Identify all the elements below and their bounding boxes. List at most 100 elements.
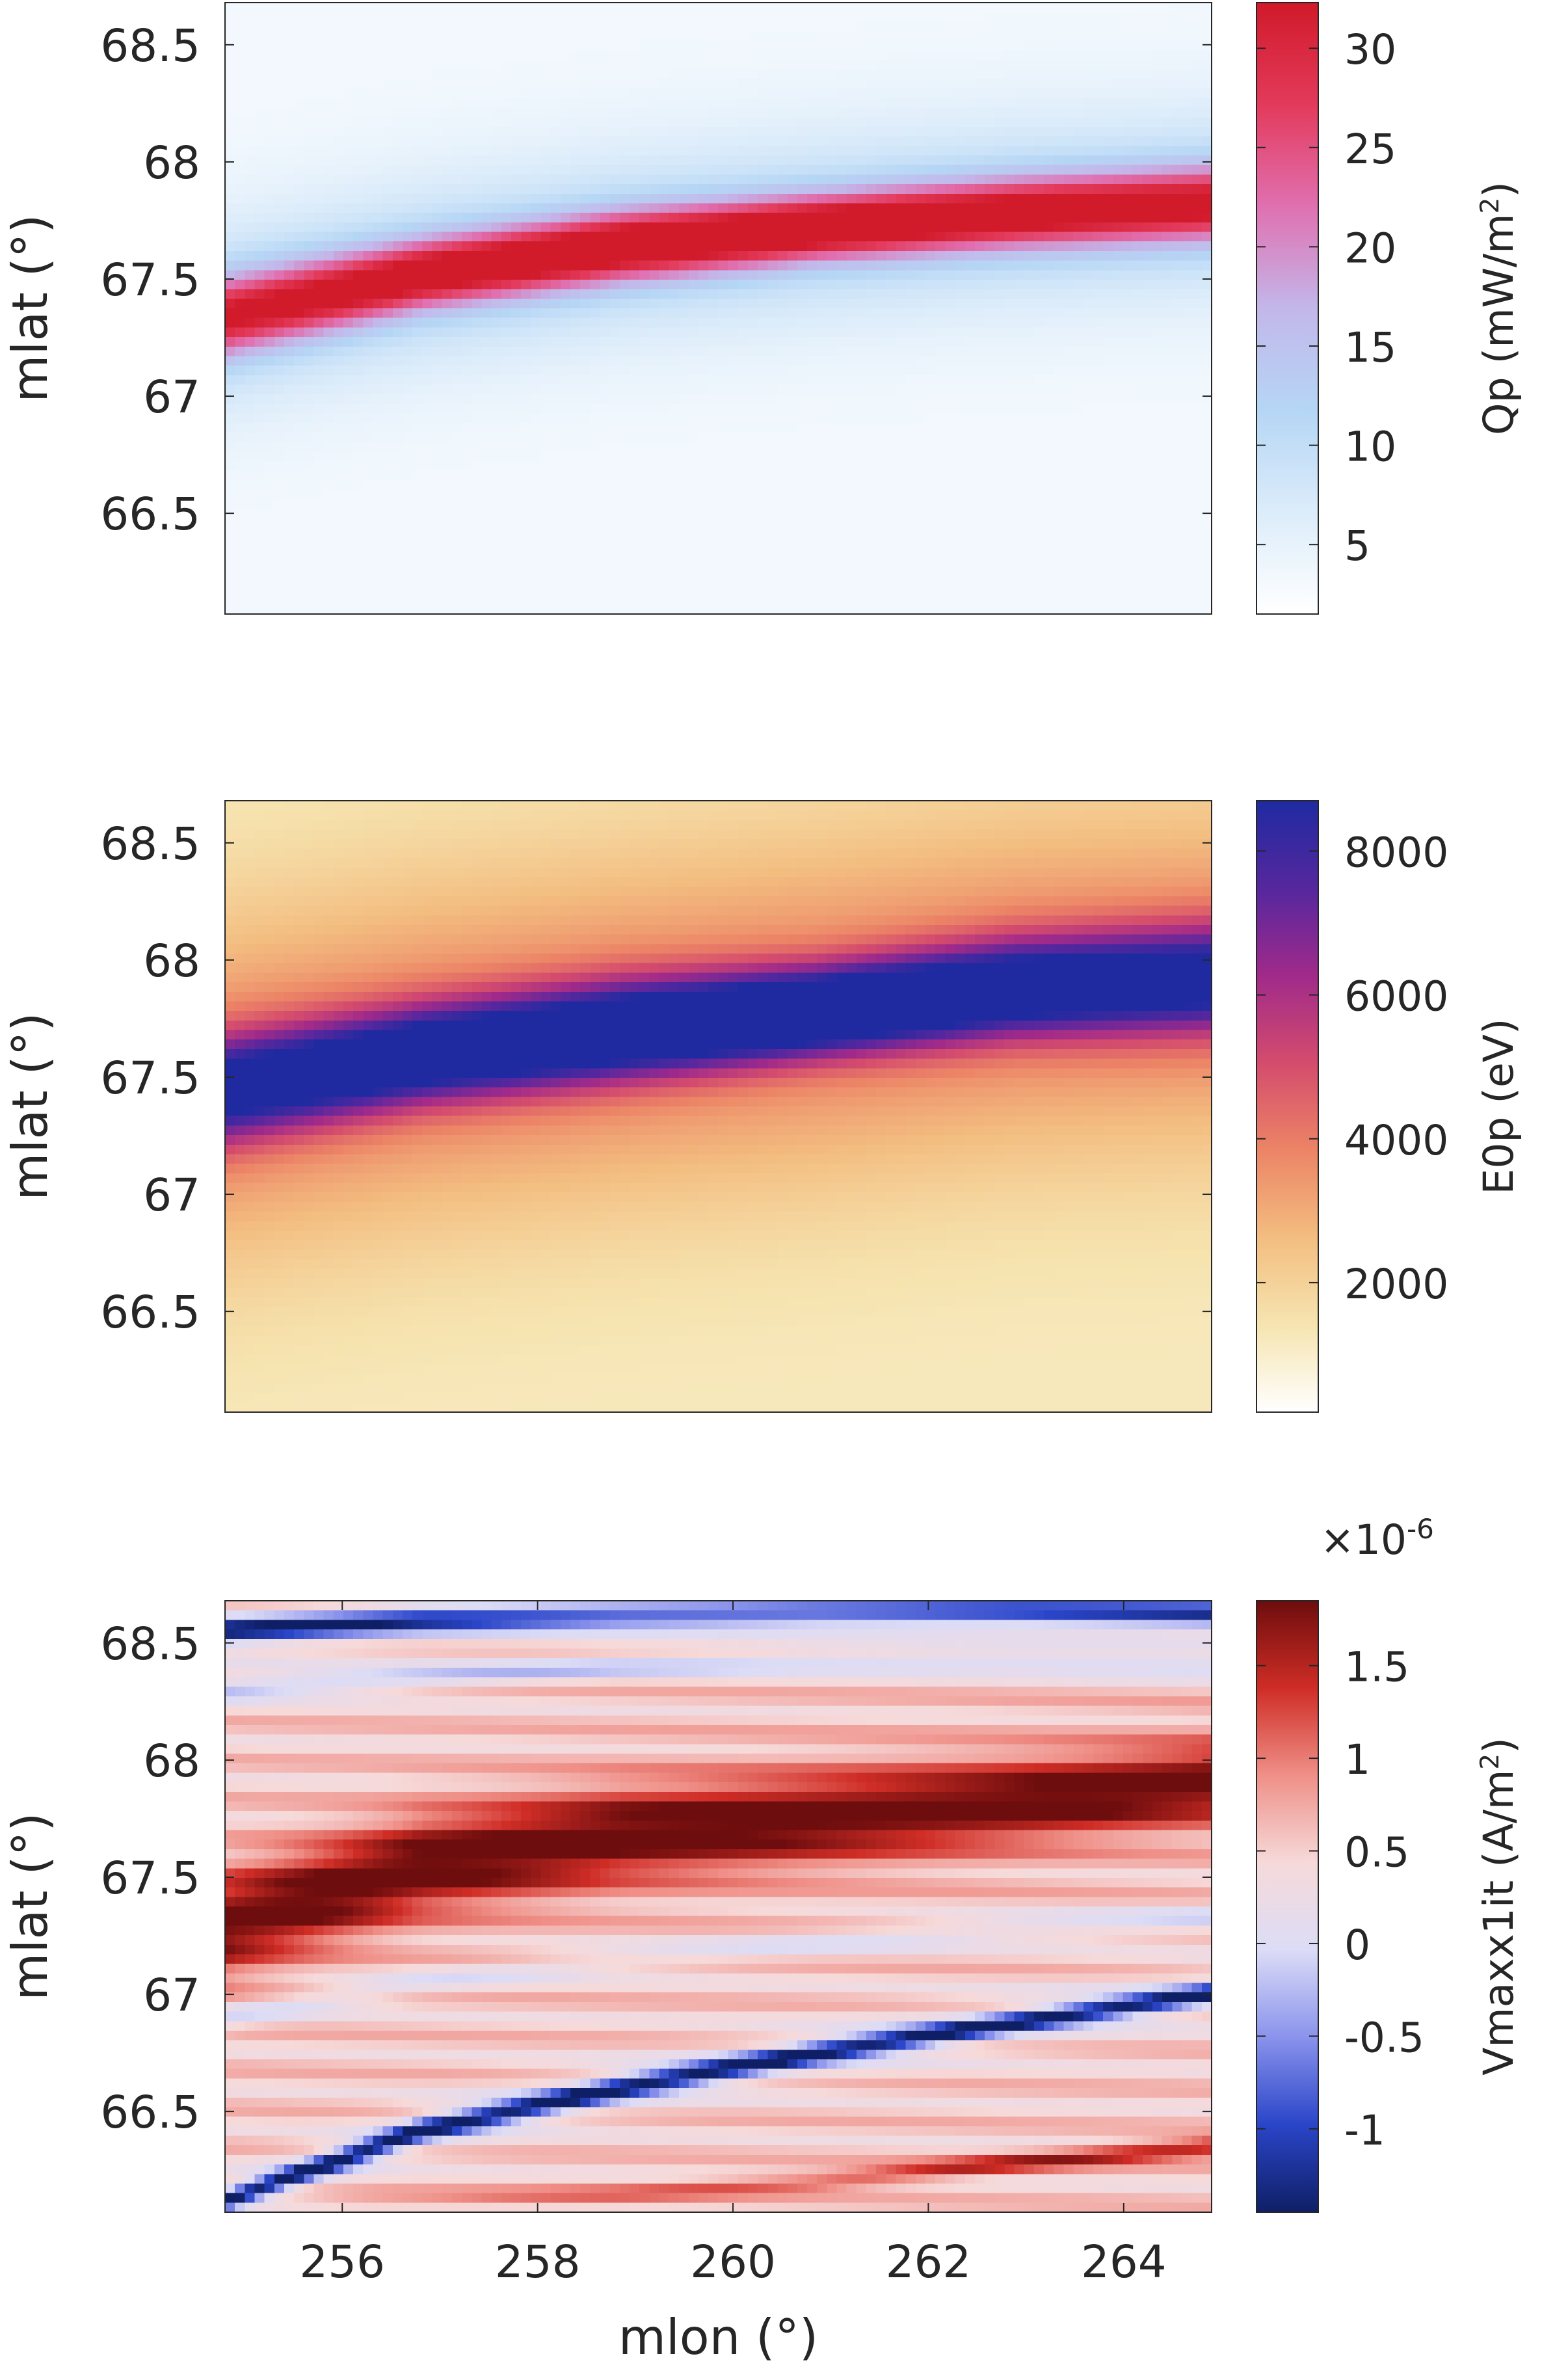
heatmap-cell <box>1073 289 1084 299</box>
heatmap-cell <box>274 174 285 185</box>
heatmap-cell <box>1172 31 1183 42</box>
heatmap-cell <box>827 317 838 328</box>
heatmap-cell <box>294 184 304 194</box>
heatmap-cell <box>570 12 581 22</box>
heatmap-cell <box>827 193 838 204</box>
heatmap-cell <box>619 403 630 414</box>
heatmap-cell <box>1044 279 1054 290</box>
heatmap-cell <box>491 88 502 99</box>
heatmap-cell <box>708 232 719 242</box>
heatmap-cell <box>1191 366 1203 376</box>
heatmap-cell <box>974 270 985 280</box>
heatmap-cell <box>422 442 433 452</box>
heatmap-cell <box>225 60 235 70</box>
heatmap-cell <box>540 423 552 433</box>
heatmap-cell <box>1201 193 1212 204</box>
heatmap-cell <box>688 126 699 137</box>
heatmap-cell <box>313 299 325 309</box>
heatmap-cell <box>294 346 304 357</box>
heatmap-cell <box>678 260 689 271</box>
heatmap-cell <box>1083 308 1094 319</box>
heatmap-cell <box>1103 60 1113 70</box>
heatmap-cell <box>738 317 749 328</box>
heatmap-cell <box>1083 107 1094 118</box>
heatmap-cell <box>1132 384 1143 395</box>
heatmap-cell <box>639 250 650 261</box>
heatmap-cell <box>876 50 886 60</box>
heatmap-cell <box>1172 470 1183 481</box>
heatmap-cell <box>481 451 492 462</box>
heatmap-cell <box>698 126 709 137</box>
heatmap-cell <box>531 222 542 233</box>
heatmap-cell <box>718 88 729 99</box>
heatmap-cell <box>254 232 265 242</box>
heatmap-cell <box>1182 222 1193 233</box>
heatmap-cell <box>235 270 245 280</box>
heatmap-cell <box>422 174 433 185</box>
heatmap-cell <box>472 184 483 194</box>
heatmap-cell <box>1033 289 1044 299</box>
heatmap-cell <box>550 346 561 357</box>
heatmap-cell <box>886 213 897 223</box>
heatmap-cell <box>373 317 384 328</box>
heatmap-cell <box>985 432 995 443</box>
heatmap-cell <box>935 384 946 395</box>
heatmap-cell <box>1113 356 1124 366</box>
heatmap-cell <box>472 3 483 13</box>
heatmap-cell <box>1083 232 1094 242</box>
heatmap-cell <box>955 337 966 347</box>
heatmap-cell <box>304 222 315 233</box>
heatmap-cell <box>323 146 334 156</box>
heatmap-cell <box>392 98 403 109</box>
heatmap-cell <box>412 442 423 452</box>
heatmap-cell <box>1063 98 1074 109</box>
heatmap-cell <box>225 3 235 13</box>
heatmap-cell <box>580 403 591 414</box>
heatmap-cell <box>432 12 443 22</box>
heatmap-cell <box>432 117 443 127</box>
heatmap-cell <box>570 146 581 156</box>
heatmap-cell <box>619 337 630 347</box>
heatmap-cell <box>1093 346 1104 357</box>
heatmap-cell <box>1113 213 1124 223</box>
heatmap-cell <box>994 432 1005 443</box>
heatmap-cell <box>708 165 719 175</box>
heatmap-cell <box>649 451 660 462</box>
heatmap-cell <box>481 174 492 185</box>
heatmap-cell <box>994 222 1005 233</box>
heatmap-cell <box>1172 366 1183 376</box>
heatmap-cell <box>412 117 423 127</box>
heatmap-cell <box>550 250 561 261</box>
heatmap-cell <box>915 12 926 22</box>
heatmap-cell <box>718 222 729 233</box>
heatmap-cell <box>836 442 847 452</box>
heatmap-cell <box>1162 12 1173 22</box>
heatmap-cell <box>225 260 235 271</box>
heatmap-cell <box>708 60 719 70</box>
heatmap-cell <box>748 193 758 204</box>
heatmap-cell <box>1113 98 1124 109</box>
heatmap-cell <box>1103 337 1113 347</box>
heatmap-cell <box>225 193 235 204</box>
heatmap-cell <box>846 213 857 223</box>
heatmap-cell <box>817 203 827 213</box>
heatmap-cell <box>985 232 995 242</box>
heatmap-cell <box>363 260 374 271</box>
heatmap-cell <box>432 88 443 99</box>
heatmap-cell <box>590 470 601 481</box>
heatmap-cell <box>787 165 798 175</box>
heatmap-cell <box>313 384 325 395</box>
heatmap-cell <box>846 146 857 156</box>
heatmap-cell <box>915 403 926 414</box>
heatmap-cell <box>905 126 916 137</box>
heatmap-cell <box>994 260 1005 271</box>
heatmap-cell <box>836 279 847 290</box>
heatmap-cell <box>392 184 403 194</box>
heatmap-cell <box>1113 155 1124 166</box>
heatmap-cell <box>827 126 838 137</box>
heatmap-cell <box>570 289 581 299</box>
heatmap-cell <box>442 279 453 290</box>
heatmap-cell <box>886 107 897 118</box>
heatmap-cell <box>649 12 660 22</box>
heatmap-cell <box>353 384 364 395</box>
